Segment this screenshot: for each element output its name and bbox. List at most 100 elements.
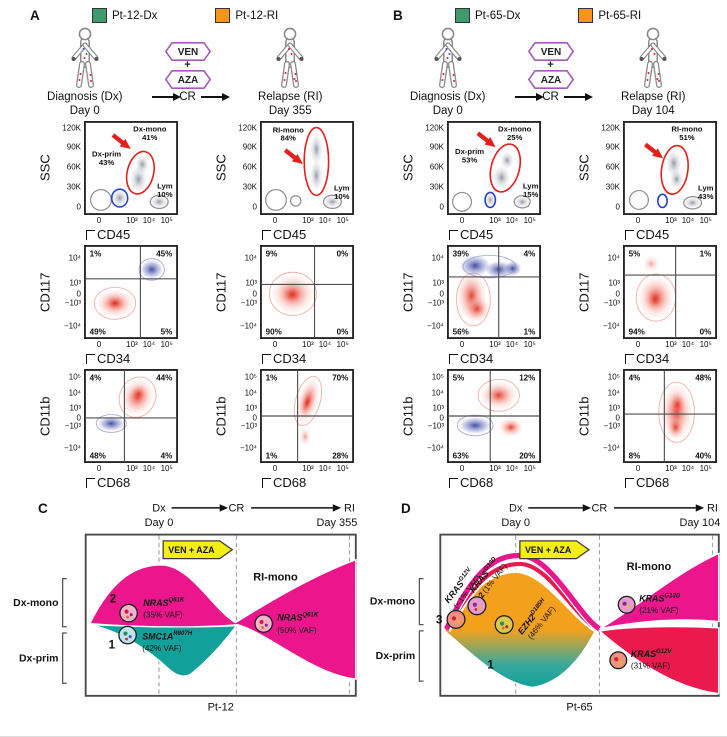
tick-label: 0	[615, 202, 620, 212]
axis-elbow	[262, 354, 271, 364]
legend-item-dx: Pt-12-Dx	[92, 8, 157, 23]
y-axis-label: CD11b	[37, 396, 53, 436]
tick-label: 10⁵	[523, 340, 536, 349]
schema-ri-column: Relapse (RI) Day 355	[232, 25, 350, 119]
drug-badges: VEN + AZA	[527, 42, 574, 89]
tick-label: 10⁴	[142, 340, 156, 349]
tick-label: 30K	[242, 182, 257, 192]
tick-label: 90K	[242, 142, 257, 152]
treatment-badge	[162, 540, 234, 560]
tick-label: 10⁵	[699, 464, 712, 473]
y-axis-ticks: 120K 90K 60K 30K 0	[593, 121, 623, 215]
gate-label: Dx-prim	[92, 150, 121, 159]
axis-elbow	[262, 230, 271, 240]
tick-label: 10⁵	[699, 340, 712, 349]
flow-plot-pt65-dx-cd117-cd34: CD117 10⁴ 10³ 0 −10³ −10⁴ 39% 4% 56% 1% 0 10³…	[399, 245, 541, 367]
tick-label: 10⁴	[68, 253, 81, 263]
axis-elbow	[625, 478, 634, 488]
gate-lym	[322, 194, 342, 210]
tick-label: 10⁵	[699, 216, 712, 225]
clone-number-1: 1	[487, 660, 494, 672]
tick-label: 10⁵	[607, 372, 620, 382]
drug-badges: VEN + AZA	[164, 42, 211, 89]
legend: Pt-12-Dx Pt-12-RI	[92, 8, 278, 23]
day-start: Day 0	[501, 517, 530, 529]
x-axis-ticks: 0 10³ 10⁴ 10⁵	[623, 463, 717, 475]
timeline-dx: Dx	[152, 503, 166, 515]
panel-a: A Pt-12-Dx Pt-12-RI	[0, 0, 363, 493]
mutation-vaf: (50% VAF)	[277, 626, 317, 635]
flow-plot-pt12-dx-cd117-cd34: CD117 10⁴ 10³ 0 −10³ −10⁴ 1% 45% 49% 5% 0 10³…	[36, 245, 178, 367]
gate-pct: 10%	[334, 192, 350, 201]
quadrant-pct-tr: 12%	[519, 373, 535, 382]
gate-label: Lym	[523, 182, 539, 191]
tick-label: 0	[439, 413, 444, 423]
quadrant-pct-bl: 49%	[90, 327, 106, 336]
x-axis-label: CD45	[260, 227, 354, 243]
tick-label: 120K	[238, 123, 257, 133]
y-axis-label: SSC	[213, 154, 229, 182]
treatment-label: VEN + AZA	[525, 545, 572, 555]
flow-plot-pt12-ri-cd11b-cd68: CD11b 10⁵ 10⁴ 10³ 0 −10³ −10⁴ 1% 70% 1% 28% 0…	[212, 369, 354, 491]
legend-swatch-orange	[578, 8, 594, 23]
quadrant-pct-br: 4%	[161, 451, 173, 460]
x-axis-ticks: 0 10³ 10⁴ 10⁵	[84, 215, 178, 227]
tick-label: −10³	[427, 421, 444, 431]
quadrant-pct-tr: 44%	[156, 373, 172, 382]
red-arrow-icon	[283, 148, 303, 165]
quadrant-pct-bl: 56%	[453, 327, 469, 336]
tick-label: 10⁴	[142, 464, 156, 473]
red-arrow-icon	[476, 131, 496, 148]
timeline-relapse-day: Day 104	[631, 105, 675, 117]
timeline-arrow	[200, 92, 230, 101]
timeline-arrow	[515, 92, 545, 101]
timeline-diagnosis-label: Diagnosis (Dx)	[47, 91, 123, 103]
gate-label: RI-mono	[671, 124, 702, 133]
clone-shape-kras-g12v-ri	[597, 625, 720, 695]
gate-label: Lym	[698, 184, 714, 193]
tick-label: −10⁴	[426, 443, 444, 453]
flow-contour: 1% 70% 1% 28%	[260, 369, 354, 463]
tick-label: 10⁴	[318, 340, 332, 349]
flow-contour: 5% 1% 94% 0%	[623, 245, 717, 339]
x-axis-ticks: 0 10³ 10⁴ 10⁵	[260, 215, 354, 227]
tick-label: −10³	[427, 298, 444, 308]
tick-label: 60K	[429, 162, 444, 172]
x-axis-label: CD45	[84, 227, 178, 243]
x-axis-label: CD34	[260, 351, 354, 367]
tick-label: 10³	[126, 340, 138, 349]
tick-label: −10⁴	[239, 443, 257, 453]
x-axis-label: CD45	[623, 227, 717, 243]
clone-number-3: 3	[436, 615, 442, 627]
schema-dx-column: Diagnosis (Dx) Day 0	[26, 25, 144, 119]
tick-label: −10³	[240, 421, 257, 431]
tick-label: 10⁴	[318, 464, 332, 473]
tick-label: 10⁵	[160, 464, 173, 473]
x-axis-ticks: 0 10³ 10⁴ 10⁵	[447, 215, 541, 227]
tick-label: 10⁴	[244, 253, 257, 263]
treatment-schema-b: Diagnosis (Dx) Day 0 VEN + AZA CR	[363, 23, 726, 119]
tick-label: 10⁵	[160, 216, 173, 225]
clone-circle-1-icon	[118, 625, 137, 645]
axis-elbow	[625, 230, 634, 240]
tick-label: −10⁴	[63, 321, 81, 331]
tick-label: 60K	[66, 162, 81, 172]
x-axis-label: CD68	[623, 475, 717, 491]
tick-label: 120K	[62, 123, 81, 133]
x-axis-label: CD34	[84, 351, 178, 367]
aza-hexagon: AZA	[164, 70, 211, 89]
x-axis-ticks: 0 10³ 10⁴ 10⁵	[623, 339, 717, 351]
mutation-gene: NRASQ61K	[277, 612, 319, 622]
y-axis-ticks: 10⁴ 10³ 0 −10³ −10⁴	[230, 245, 260, 339]
tick-label: 10⁵	[523, 464, 536, 473]
y-axis-label: SSC	[576, 154, 592, 182]
timeline-cr: CR	[592, 503, 608, 515]
x-axis-ticks: 0 10³ 10⁴ 10⁵	[260, 339, 354, 351]
timeline-day0: Day 0	[69, 105, 100, 117]
panel-b: B Pt-65-Dx Pt-65-RI	[363, 0, 726, 493]
legend: Pt-65-Dx Pt-65-RI	[455, 8, 641, 23]
fish-plot-pt12: Dx CR RI Day 0 Day 355 VEN + AZA 2 NRASQ…	[13, 503, 357, 714]
tick-label: 30K	[66, 182, 81, 192]
tick-label: 10⁴	[681, 340, 695, 349]
timeline-ri: RI	[707, 503, 718, 515]
